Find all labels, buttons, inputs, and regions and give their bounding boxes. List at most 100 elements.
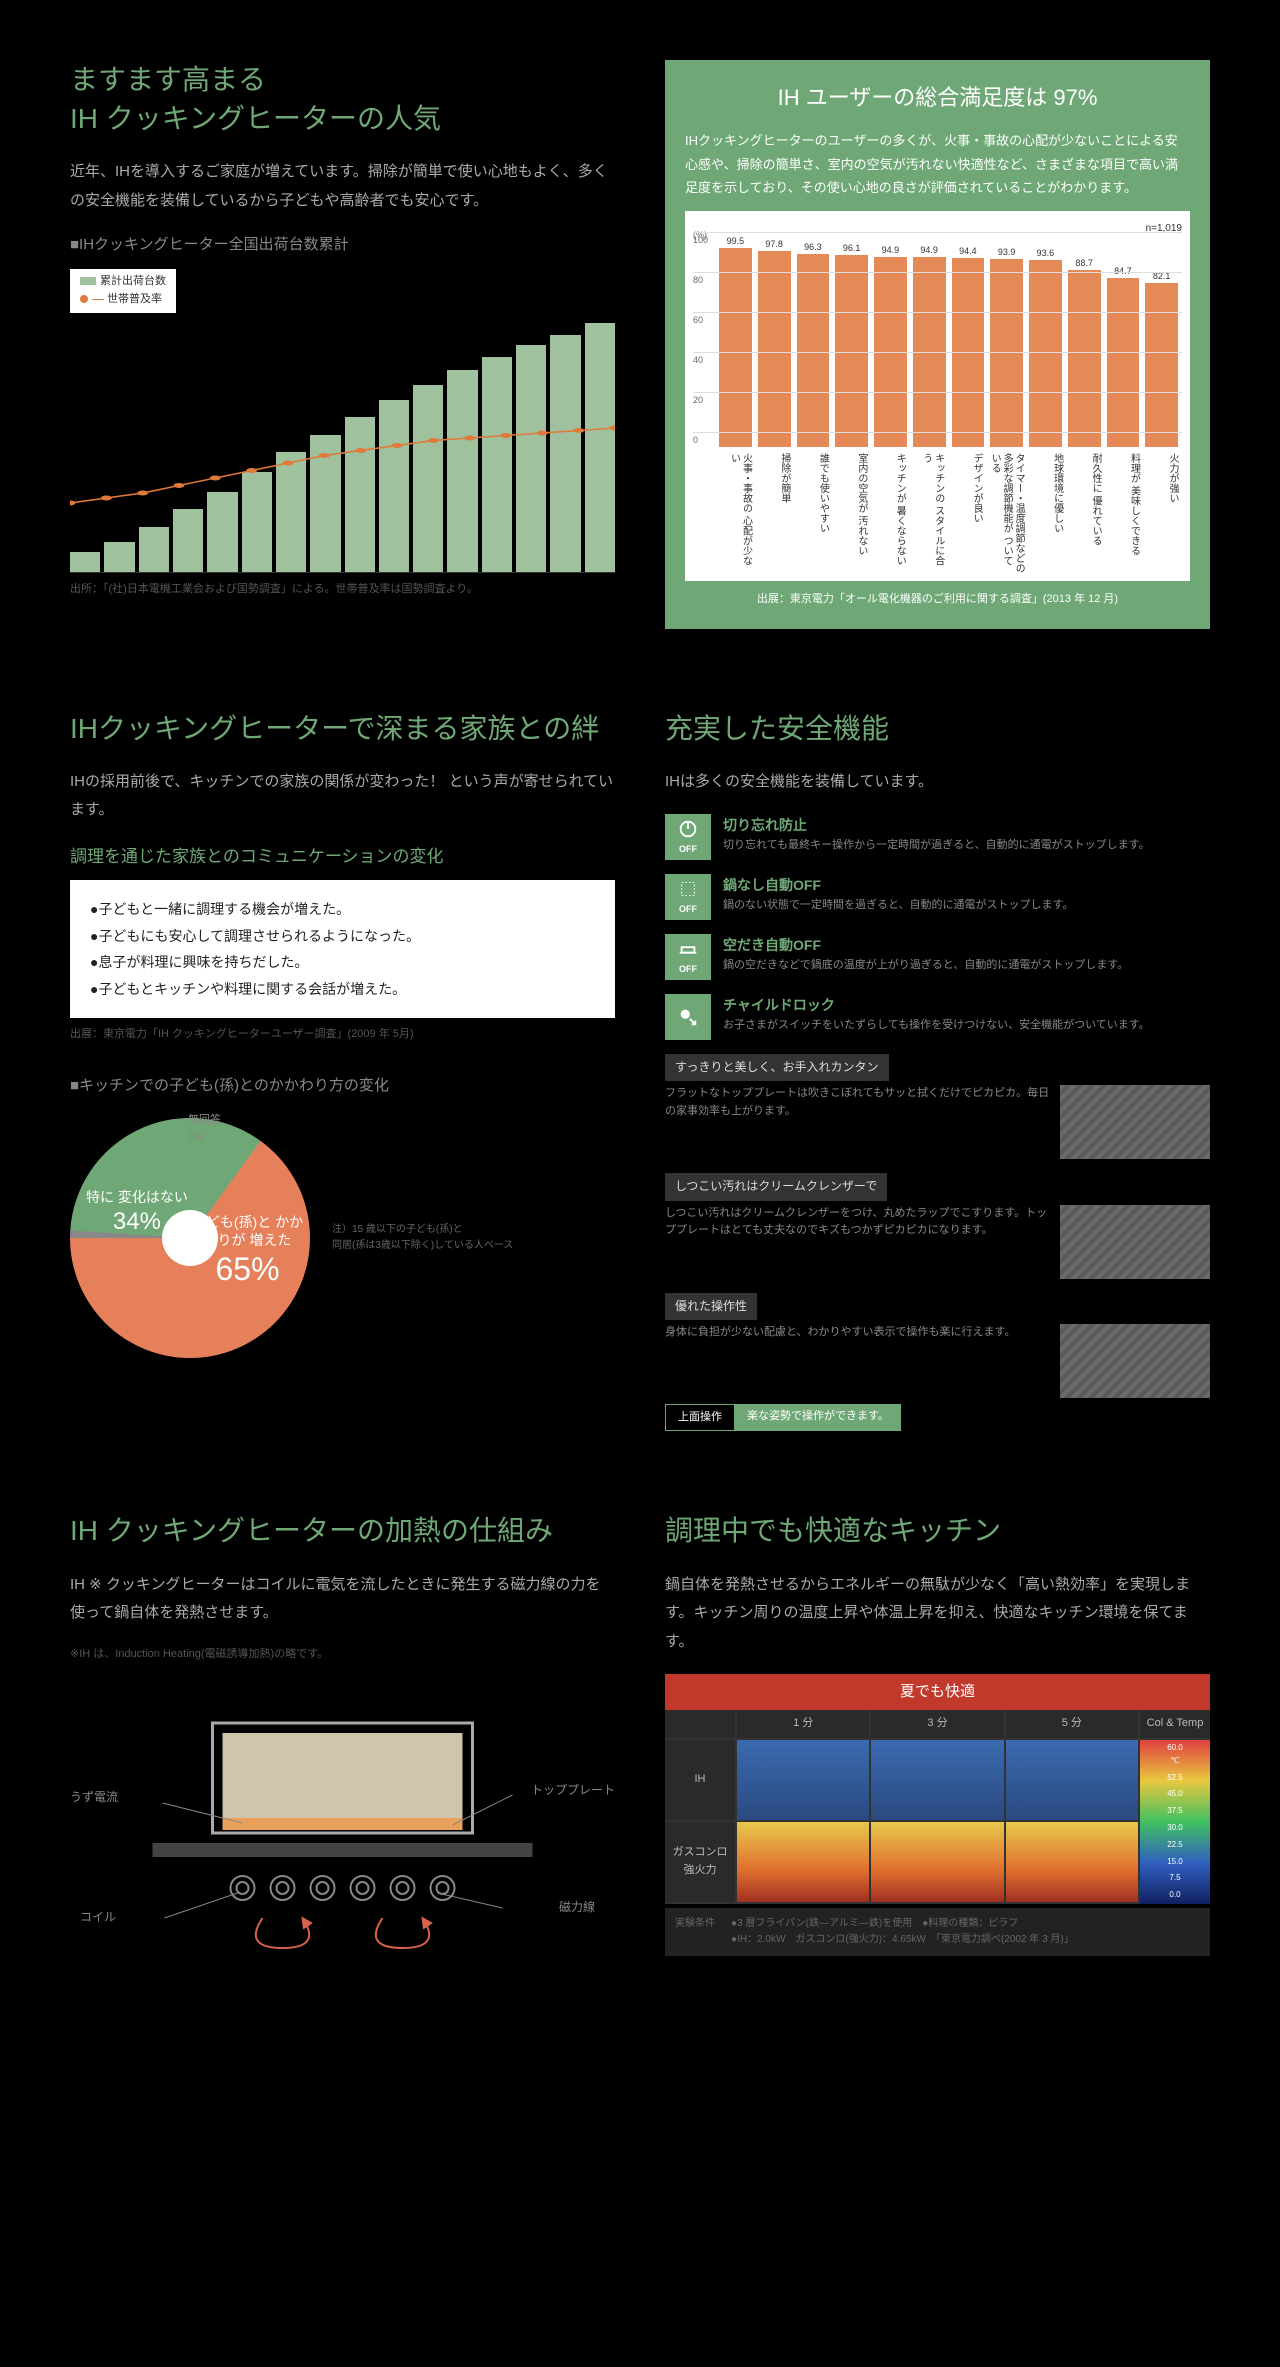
family-bullet: ●子どもと一緒に調理する機会が増えた。	[90, 896, 595, 923]
shipment-bar	[379, 400, 409, 572]
family-bullet: ●子どもにも安心して調理させられるようになった。	[90, 923, 595, 950]
feature-desc: 鍋のない状態で一定時間を過ぎると、自動的に通電がストップします。	[723, 897, 1210, 915]
care-text: しつこい汚れはクリームクレンザーをつけ、丸めたラップでこすります。トッププレート…	[665, 1205, 1050, 1279]
sat-xlabel: 室内の空気が 汚れない	[834, 453, 866, 573]
satisfaction-source: 出展：東京電力「オール電化機器のご利用に関する調査」(2013 年 12 月)	[685, 591, 1190, 609]
chart-source: 出所：「(社)日本電機工業会および国勢調査」による。世帯普及率は国勢調査より。	[70, 581, 615, 599]
pie-slice1-label: 子ども(孫)と かかわりが 増えた	[192, 1214, 303, 1248]
label-topplate: トッププレート	[531, 1781, 615, 1800]
comfort-body: 鍋自体を発熱させるからエネルギーの無駄が少なく「高い熱効率」を実現します。キッチ…	[665, 1571, 1210, 1657]
sat-xlabel: 火事・事故の 心配が少ない	[719, 453, 751, 573]
care-block: 優れた操作性 身体に負担が少ない配慮と、わかりやすい表示で操作も楽に行えます。	[665, 1293, 1210, 1398]
op-btn-desc: 楽な姿勢で操作ができます。	[735, 1404, 901, 1432]
thermo-cell	[1006, 1822, 1138, 1902]
sat-xlabel: 地球環境に優しい	[1030, 453, 1062, 573]
satisfaction-title: IH ユーザーの総合満足度は 97%	[685, 80, 1190, 115]
thermo-cell: Col & Temp	[1140, 1710, 1210, 1738]
satisfaction-panel: IH ユーザーの総合満足度は 97% IHクッキングヒーターのユーザーの多くが、…	[665, 60, 1210, 629]
care-image-placeholder	[1060, 1205, 1210, 1279]
shipment-bar	[550, 335, 580, 572]
care-head: しつこい汚れはクリームクレンザーで	[665, 1173, 887, 1200]
thermo-cell	[737, 1822, 869, 1902]
shipment-bar	[345, 417, 375, 571]
shipment-bar	[242, 472, 272, 572]
child-lock-icon	[665, 994, 711, 1040]
thermo-cell: ガスコンロ強火力	[665, 1822, 735, 1902]
cond-label: 実験条件	[675, 1916, 715, 1948]
family-pie: 無回答 1% 特に 変化はない 34% 子ども(孫)と かかわりが 増えた 65…	[70, 1118, 310, 1358]
no-pot-icon: OFF	[665, 874, 711, 920]
thermo-cell: 1 分	[737, 1710, 869, 1738]
thermo-cell: 3 分	[871, 1710, 1003, 1738]
sat-xlabel: キッチンが 暑くならない	[873, 453, 905, 573]
shipment-bar	[70, 552, 100, 572]
family-title: IHクッキングヒーターで深まる家族との絆	[70, 709, 615, 748]
care-image-placeholder	[1060, 1324, 1210, 1398]
safety-feature: OFF 空だき自動OFF 鍋の空だきなどで鍋底の温度が上がり過ぎると、自動的に通…	[665, 934, 1210, 980]
safety-feature: チャイルドロック お子さまがスイッチをいたずらしても操作を受けつけない、安全機能…	[665, 994, 1210, 1040]
mechanism-figure: うず電流 トッププレート コイル 磁力線	[70, 1683, 615, 1963]
family-bullet-source: 出展：東京電力「IH クッキングヒーターユーザー調査」(2009 年 5月)	[70, 1026, 615, 1044]
thermo-cell: IH	[665, 1740, 735, 1820]
thermo-cell	[665, 1710, 735, 1738]
operation-buttons: 上面操作 楽な姿勢で操作ができます。	[665, 1404, 1210, 1432]
pie-outlabel-nores: 無回答 1%	[188, 1112, 221, 1147]
satisfaction-chart: (%) n=1,019 99.597.896.396.194.994.994.4…	[685, 211, 1190, 581]
shipment-bar	[516, 345, 546, 572]
care-head: 優れた操作性	[665, 1293, 757, 1320]
feature-title: 空だき自動OFF	[723, 934, 1210, 956]
label-magline: 磁力線	[559, 1898, 595, 1917]
shipment-bar	[104, 542, 134, 572]
sat-xlabel: 火力が強い	[1146, 453, 1178, 573]
sat-xlabel: キッチンの スタイルに合う	[911, 453, 943, 573]
mechanism-title: IH クッキングヒーターの加熱の仕組み	[70, 1511, 615, 1550]
power-off-icon: OFF	[665, 814, 711, 860]
shipment-bar	[482, 357, 512, 571]
intro-body: 近年、IHを導入するご家庭が増えています。掃除が簡単で使い心地もよく、多くの安全…	[70, 158, 615, 215]
shipment-bar	[413, 385, 443, 572]
family-bullet: ●息子が料理に興味を持ちだした。	[90, 949, 595, 976]
title-line1: ますます高まる	[70, 64, 266, 95]
shipment-bar	[173, 509, 203, 571]
feature-desc: お子さまがスイッチをいたずらしても操作を受けつけない、安全機能がついています。	[723, 1017, 1210, 1035]
safety-feature: OFF 切り忘れ防止 切り忘れても最終キー操作から一定時間が過ぎると、自動的に通…	[665, 814, 1210, 860]
feature-title: チャイルドロック	[723, 994, 1210, 1016]
section-title: ますます高まる IH クッキングヒーターの人気	[70, 60, 615, 138]
thermo-cell	[871, 1822, 1003, 1902]
shipment-bar	[276, 452, 306, 572]
comfort-title: 調理中でも快適なキッチン	[665, 1511, 1210, 1550]
care-block: すっきりと美しく、お手入れカンタン フラットなトッププレートは吹きこぼれてもサッ…	[665, 1054, 1210, 1159]
care-text: フラットなトッププレートは吹きこぼれてもサッと拭くだけでピカピカ。毎日の家事効率…	[665, 1085, 1050, 1159]
safety-feature: OFF 鍋なし自動OFF 鍋のない状態で一定時間を過ぎると、自動的に通電がストッ…	[665, 874, 1210, 920]
sat-xlabel: 誰でも使いやすい	[796, 453, 828, 573]
op-btn-face: 上面操作	[665, 1404, 735, 1432]
thermo-cell	[1006, 1740, 1138, 1820]
care-head: すっきりと美しく、お手入れカンタン	[665, 1054, 889, 1081]
pie-slice2-label: 特に 変化はない	[86, 1189, 188, 1205]
care-block: しつこい汚れはクリームクレンザーで しつこい汚れはクリームクレンザーをつけ、丸め…	[665, 1173, 1210, 1278]
family-bullets: ●子どもと一緒に調理する機会が増えた。●子どもにも安心して調理させられるようにな…	[70, 880, 615, 1018]
pie-note: 注）15 歳以下の子ども(孫)と 同居(孫は3歳以下除く)している人ベース	[332, 1222, 513, 1254]
chart-label: ■IHクッキングヒーター全国出荷台数累計	[70, 233, 615, 257]
satisfaction-body: IHクッキングヒーターのユーザーの多くが、火事・事故の心配が少ないことによる安心…	[685, 129, 1190, 199]
legend: 累計出荷台数 世帯普及率	[70, 269, 176, 312]
care-text: 身体に負担が少ない配慮と、わかりやすい表示で操作も楽に行えます。	[665, 1324, 1050, 1398]
shipment-bar	[139, 527, 169, 572]
sat-xlabel: デザインが良い	[950, 453, 982, 573]
feature-desc: 鍋の空だきなどで鍋底の温度が上がり過ぎると、自動的に通電がストップします。	[723, 957, 1210, 975]
sat-xlabel: 料理が 美味しくできる	[1107, 453, 1139, 573]
thermo-table: 1 分3 分5 分Col & TempIH60.0℃52.545.037.530…	[665, 1710, 1210, 1904]
label-eddy: うず電流	[70, 1788, 118, 1807]
shipment-bar	[447, 370, 477, 572]
family-bullet: ●子どもとキッチンや料理に関する会話が増えた。	[90, 976, 595, 1003]
sat-xlabel: タイマー・温度調節などの 多彩な調節機能が ついている	[988, 453, 1024, 573]
thermo-cell	[737, 1740, 869, 1820]
safety-body: IHは多くの安全機能を装備しています。	[665, 768, 1210, 797]
shipment-bar	[207, 492, 237, 572]
shipment-bar	[585, 323, 615, 572]
title-line2: IH クッキングヒーターの人気	[70, 103, 441, 134]
family-body: IHの採用前後で、キッチンでの家族の関係が変わった！ という声が寄せられています…	[70, 768, 615, 825]
pie-title: ■キッチンでの子ども(孫)とのかかわり方の変化	[70, 1074, 615, 1098]
thermo-cell: 60.0℃52.545.037.530.022.515.07.50.0	[1140, 1740, 1210, 1904]
legend-line: 世帯普及率	[107, 293, 162, 305]
